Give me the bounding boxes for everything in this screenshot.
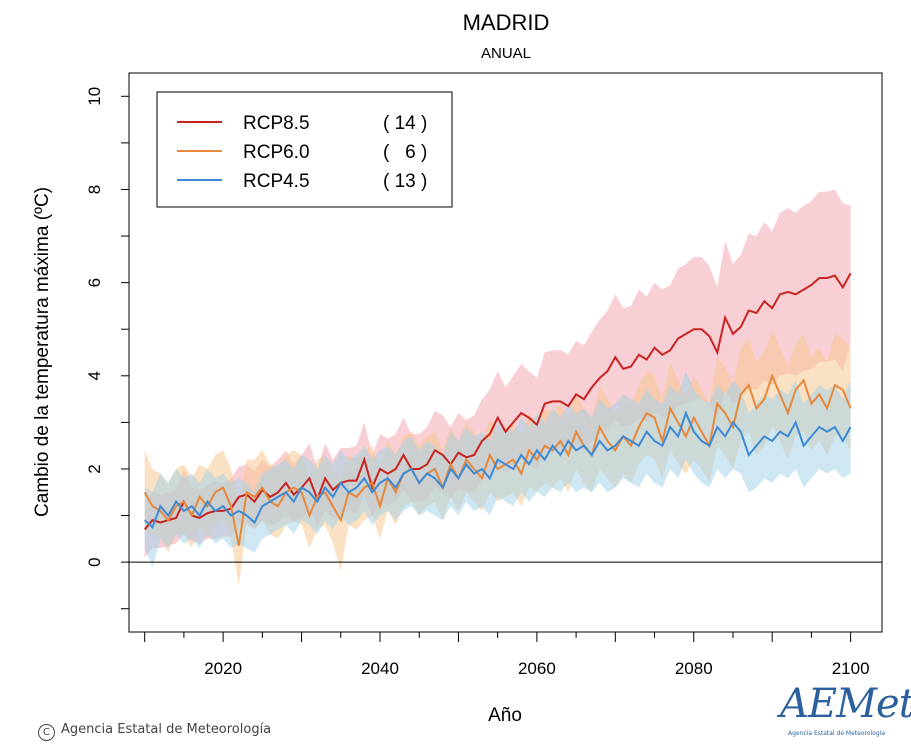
legend-count: ( 14 ) (383, 113, 427, 134)
uncertainty-bands (144, 189, 851, 586)
copyright-notice: C Agencia Estatal de Meteorología (38, 722, 271, 741)
chart-title: MADRID (463, 10, 550, 35)
series-lines (143, 272, 852, 546)
y-tick-label: 8 (85, 185, 104, 194)
x-tick-label: 2040 (361, 659, 399, 678)
x-tick-label: 2080 (675, 659, 713, 678)
y-tick-label: 10 (85, 87, 104, 106)
series-line-rcp60 (143, 372, 852, 546)
aemet-logo-subtitle: Agencia Estatal de Meteorología (788, 730, 885, 737)
y-axis: 0 2 4 6 8 10 (85, 87, 129, 610)
legend: RCP8.5 ( 14 ) RCP6.0 ( 6 ) RCP4.5 ( 13 ) (156, 91, 453, 208)
chart-subtitle: ANUAL (481, 45, 531, 62)
series-line-rcp45 (144, 410, 852, 529)
y-tick-label: 6 (85, 278, 104, 287)
x-tick-label: 2100 (832, 659, 870, 678)
x-tick-label: 2060 (518, 659, 556, 678)
copyright-icon: C (38, 724, 55, 741)
legend-label: RCP4.5 (243, 171, 310, 192)
legend-box (156, 91, 453, 208)
x-tick-label: 2020 (204, 659, 242, 678)
series-line-rcp85 (143, 272, 852, 531)
legend-count: ( 6 ) (383, 142, 427, 163)
y-tick-label: 0 (85, 557, 104, 566)
x-axis-label: Año (488, 705, 522, 726)
legend-label: RCP8.5 (243, 113, 310, 134)
plot-frame (128, 72, 883, 633)
aemet-logo-wordmark: AEMet (780, 681, 911, 727)
y-axis-label: Cambio de la temperatura máxima (ºC) (32, 187, 53, 517)
y-tick-label: 4 (85, 371, 104, 380)
aemet-logo: AEMet Agencia Estatal de Meteorología (780, 681, 911, 742)
x-axis: 2020 2040 2060 2080 2100 (144, 632, 870, 678)
legend-label: RCP6.0 (243, 142, 310, 163)
y-tick-label: 2 (85, 464, 104, 473)
legend-count: ( 13 ) (383, 171, 427, 192)
copyright-text: Agencia Estatal de Meteorología (61, 722, 272, 737)
